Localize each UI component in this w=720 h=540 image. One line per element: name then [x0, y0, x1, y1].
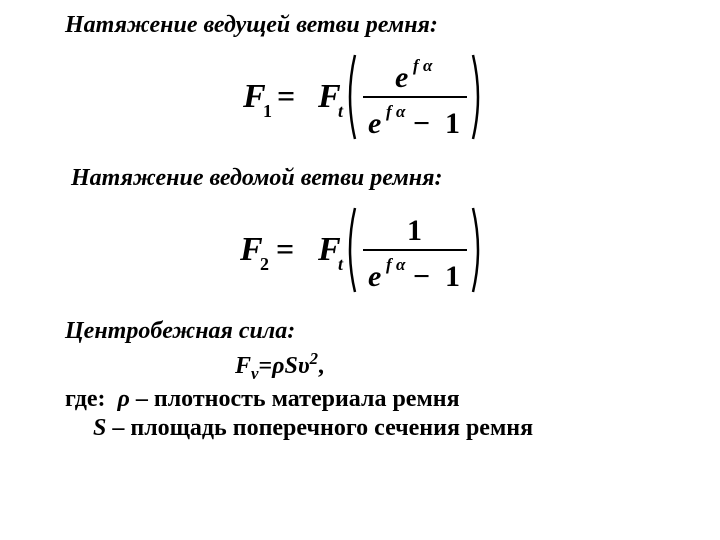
f1-eq: =	[277, 78, 295, 114]
cf-S: S	[285, 353, 298, 379]
f2-paren-right	[473, 208, 478, 292]
centrifugal-formula: Fv=ρSυ2,	[65, 349, 720, 384]
f1-den-exp-alpha: α	[396, 102, 406, 121]
f1-den-minus: −	[413, 107, 430, 140]
f2-den-exp-f: f	[386, 255, 394, 274]
def-rho-text: – плотность материала ремня	[130, 386, 460, 412]
cf-F: F	[235, 353, 251, 379]
formula-f1: F 1 = F t e f α e f α − 1	[65, 47, 720, 147]
f2-num: 1	[407, 214, 422, 247]
heading-driven-branch: Натяжение ведомой ветви ремня:	[71, 165, 720, 192]
f1-lhs-sub: 1	[263, 101, 272, 121]
f2-den-e: e	[368, 260, 381, 293]
f1-den-e: e	[368, 107, 381, 140]
cf-comma: ,	[318, 353, 324, 379]
f2-coef-sub: t	[338, 254, 344, 274]
def-rho-line: где: ρ – плотность материала ремня	[65, 386, 720, 413]
heading-driving-branch: Натяжение ведущей ветви ремня:	[65, 12, 720, 39]
f1-coef-sub: t	[338, 101, 344, 121]
formula-f2: F 2 = F t 1 e f α − 1	[65, 200, 720, 300]
heading-centrifugal: Центробежная сила:	[65, 318, 720, 345]
f1-den-exp-f: f	[386, 102, 394, 121]
def-S: S	[93, 415, 106, 441]
def-S-text: – площадь поперечного сечения ремня	[106, 415, 533, 441]
cf-eq: =	[258, 353, 272, 379]
f1-num-e: e	[395, 61, 408, 94]
f2-paren-left	[350, 208, 355, 292]
def-rho: ρ	[118, 386, 130, 412]
where-label: где:	[65, 386, 106, 412]
f2-den-minus: −	[413, 260, 430, 293]
f2-den-one: 1	[445, 260, 460, 293]
definitions: где: ρ – плотность материала ремня S – п…	[65, 386, 720, 442]
cf-rho: ρ	[272, 353, 284, 379]
f1-paren-right	[473, 55, 478, 139]
def-S-line: S – площадь поперечного сечения ремня	[65, 415, 720, 442]
f1-den-one: 1	[445, 107, 460, 140]
cf-sq: 2	[310, 349, 318, 368]
f1-num-exp-f: f	[413, 56, 421, 75]
cf-upsilon: υ	[298, 353, 310, 379]
f2-lhs-sub: 2	[260, 254, 269, 274]
f1-paren-left	[350, 55, 355, 139]
f2-eq: =	[276, 231, 294, 267]
f2-den-exp-alpha: α	[396, 255, 406, 274]
f1-num-exp-alpha: α	[423, 56, 433, 75]
